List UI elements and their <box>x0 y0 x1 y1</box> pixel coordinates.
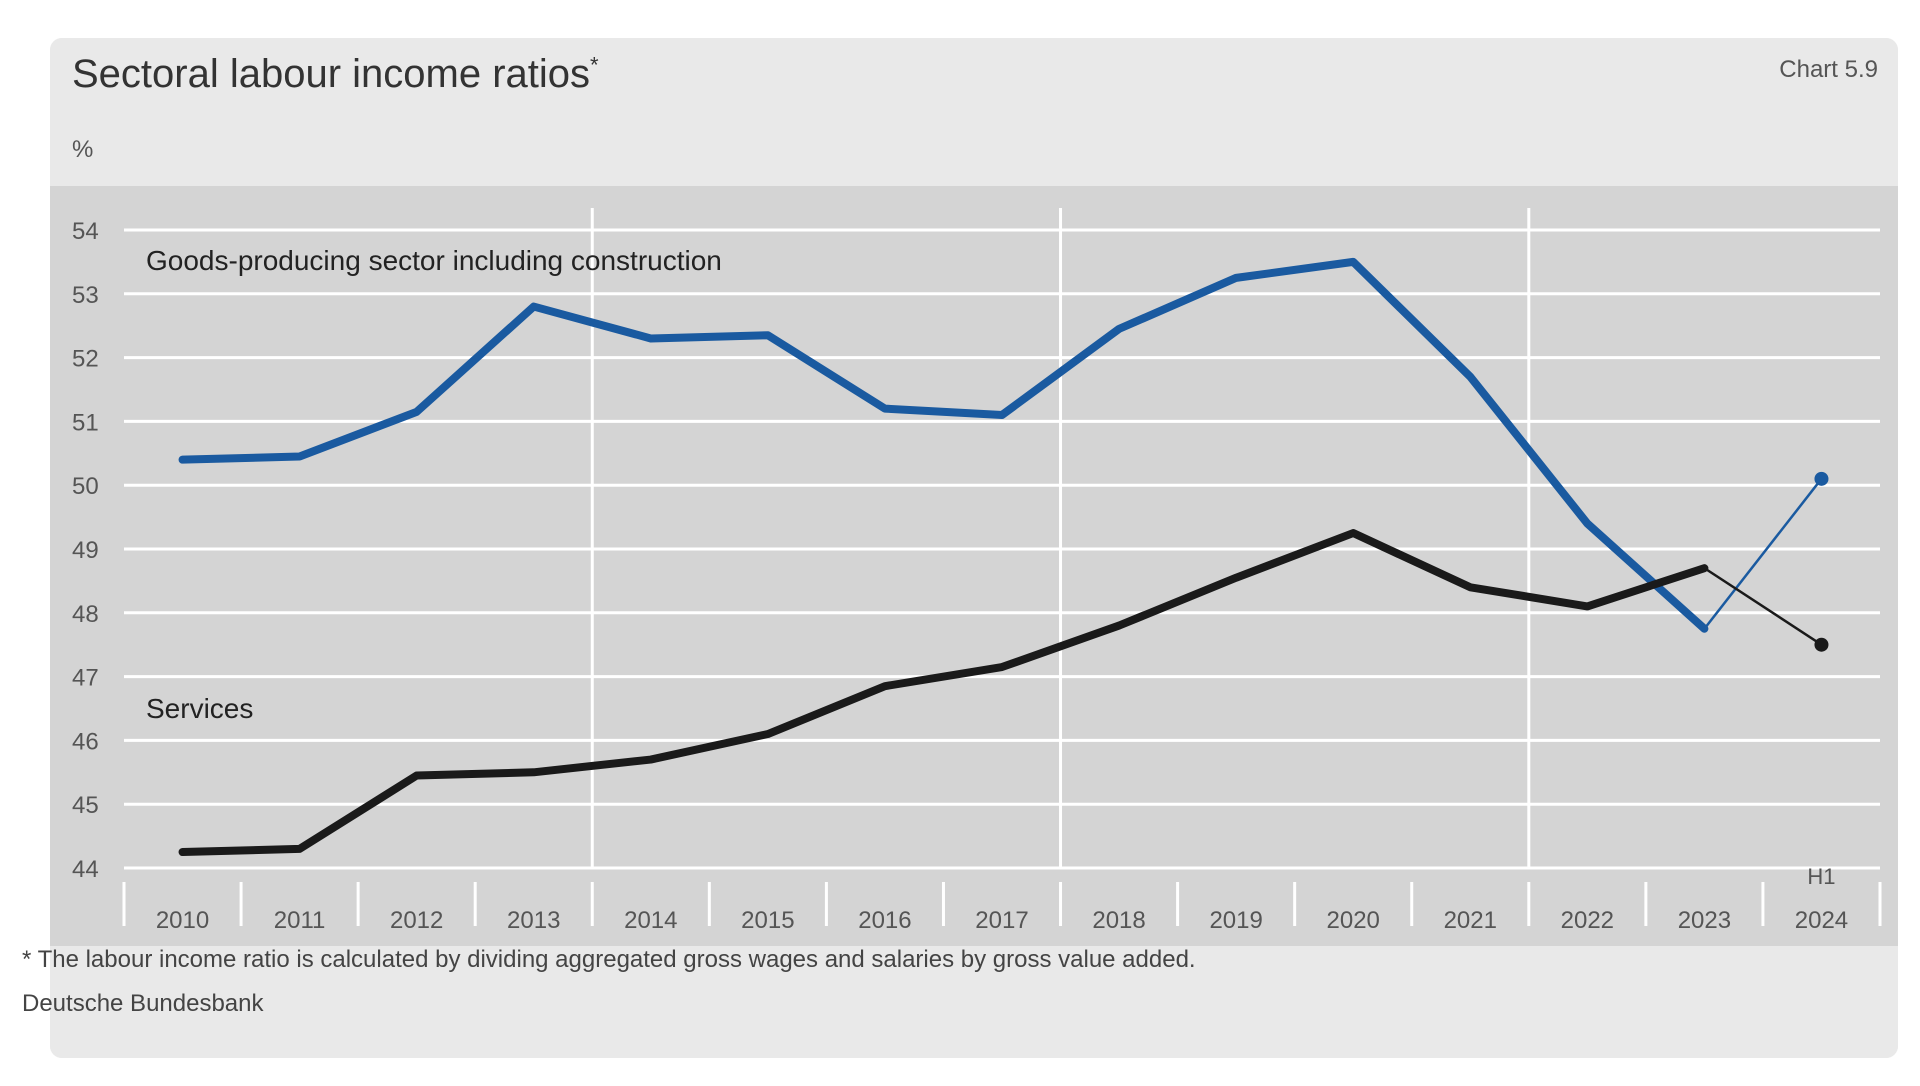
x-tick-label-2014: 2014 <box>624 907 677 934</box>
x-tick-label-2024: 2024 <box>1795 907 1848 934</box>
series-point-final-1 <box>1814 637 1829 652</box>
x-tick-label-2018: 2018 <box>1092 907 1145 934</box>
y-tick-label-51: 51 <box>72 409 99 436</box>
x-tick-label-2017: 2017 <box>975 907 1028 934</box>
y-tick-label-50: 50 <box>72 473 99 500</box>
title-footnote-marker: * <box>590 52 599 78</box>
y-tick-label-52: 52 <box>72 346 99 373</box>
plot-background <box>50 186 1898 946</box>
chart-number: Chart 5.9 <box>1779 56 1878 83</box>
y-tick-label-53: 53 <box>72 282 99 309</box>
series-point-final-0 <box>1814 471 1829 486</box>
x-tick-label-2022: 2022 <box>1561 907 1614 934</box>
series-label-0: Goods-producing sector including constru… <box>146 245 722 276</box>
chart-title-text: Sectoral labour income ratios <box>72 52 591 96</box>
x-tick-label-2015: 2015 <box>741 907 794 934</box>
y-tick-label-46: 46 <box>72 728 99 755</box>
x-tick-label-2011: 2011 <box>274 907 326 934</box>
x-tick-label-2010: 2010 <box>156 907 209 934</box>
x-tick-label-2012: 2012 <box>390 907 443 934</box>
y-tick-label-48: 48 <box>72 601 99 628</box>
x-tick-label-2019: 2019 <box>1209 907 1262 934</box>
series-line-0 <box>178 257 1709 633</box>
y-tick-label-44: 44 <box>72 856 99 883</box>
series-label-1: Services <box>146 693 253 724</box>
chart-title: Sectoral labour income ratios* <box>72 52 599 97</box>
x-tick-label-2023: 2023 <box>1678 907 1731 934</box>
series-line-1 <box>178 529 1709 857</box>
x-tick-label-2021: 2021 <box>1444 907 1497 934</box>
y-tick-label-47: 47 <box>72 665 99 692</box>
series-line-final-segment-1 <box>1703 567 1823 646</box>
chart-footer <box>50 946 1898 1058</box>
y-axis-unit: % <box>72 136 94 163</box>
chart-header: Sectoral labour income ratios* Chart 5.9… <box>50 38 1898 178</box>
x-tick-label-2016: 2016 <box>858 907 911 934</box>
y-tick-label-49: 49 <box>72 537 99 564</box>
chart-footnote: * The labour income ratio is calculated … <box>22 946 1196 973</box>
series-line-final-segment-0 <box>1703 478 1823 630</box>
x-tick-label-2020: 2020 <box>1327 907 1380 934</box>
chart-source: Deutsche Bundesbank <box>22 990 264 1017</box>
period-note-h1: H1 <box>1807 864 1835 889</box>
x-tick-label-2013: 2013 <box>507 907 560 934</box>
y-tick-label-45: 45 <box>72 792 99 819</box>
y-tick-label-54: 54 <box>72 218 99 245</box>
